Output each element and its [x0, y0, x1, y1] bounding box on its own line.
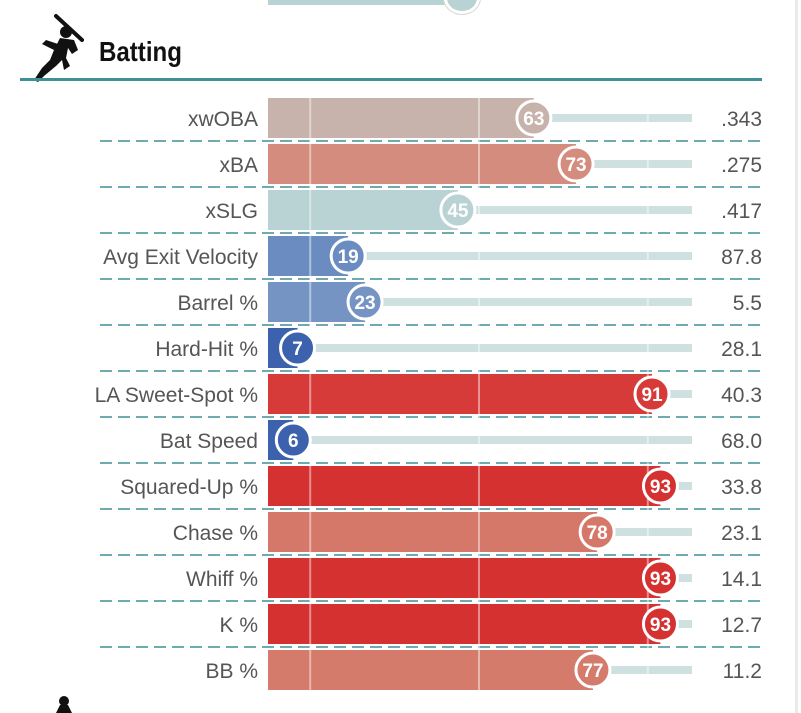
percentile-bar [268, 466, 661, 506]
percentile-bar [268, 604, 661, 644]
right-border [795, 0, 798, 713]
percentile-badge [641, 605, 679, 643]
percentile-label: 93 [650, 477, 671, 498]
category-label: LA Sweet-Spot % [95, 384, 258, 407]
chart-row: K % 12.7 [100, 604, 762, 648]
chart-row: Barrel % 5.5 [100, 282, 762, 326]
percentile-label: 93 [650, 615, 671, 636]
percentile-badge [346, 283, 384, 321]
previous-section-bar [268, 0, 458, 5]
player-silhouette-icon [56, 696, 72, 713]
percentile-label: 7 [292, 339, 303, 360]
percentile-bar [268, 374, 653, 414]
stat-value: 5.5 [733, 292, 762, 315]
percentile-bar [268, 512, 598, 552]
percentile-label: 63 [523, 109, 544, 130]
percentile-badge [274, 421, 312, 459]
category-label: Bat Speed [160, 430, 258, 453]
chart-row: xSLG .417 [100, 190, 762, 234]
category-label: Whiff % [186, 568, 258, 591]
percentile-label: 91 [641, 385, 663, 406]
stat-value: 12.7 [721, 614, 762, 637]
category-label: Barrel % [177, 292, 258, 315]
percentile-bar [268, 650, 593, 690]
percentile-track [268, 298, 692, 306]
percentile-label: 78 [587, 523, 608, 544]
percentile-badge [633, 375, 671, 413]
percentile-track [268, 436, 692, 444]
chart-row: LA Sweet-Spot % 40.3 [95, 374, 762, 418]
category-label: Hard-Hit % [155, 338, 258, 361]
chart-row: Chase % 23.1 [100, 512, 762, 556]
percentile-track [268, 252, 692, 260]
stat-value: 28.1 [721, 338, 762, 361]
percentile-label: 73 [565, 155, 586, 176]
chart-row: Bat Speed 68.0 [100, 420, 762, 464]
chart-row: xwOBA .343 [100, 98, 762, 142]
category-label: xwOBA [188, 108, 258, 131]
category-label: K % [219, 614, 258, 637]
percentile-badge [515, 99, 553, 137]
percentile-badge [574, 651, 612, 689]
category-label: Chase % [173, 522, 258, 545]
percentile-bar [268, 558, 661, 598]
stat-value: 33.8 [721, 476, 762, 499]
chart-row: xBA .275 [100, 144, 762, 188]
percentile-label: 77 [582, 661, 603, 682]
percentile-label: 93 [650, 569, 671, 590]
percentile-track [268, 206, 692, 214]
percentile-badge [578, 513, 616, 551]
stat-value: 14.1 [721, 568, 762, 591]
percentile-badge [329, 237, 367, 275]
category-label: xSLG [205, 200, 258, 223]
chart-row: Whiff % 14.1 [100, 558, 762, 602]
category-label: Avg Exit Velocity [103, 246, 258, 269]
section-title: Batting [99, 36, 182, 67]
stat-value: 23.1 [721, 522, 762, 545]
chart-row: Avg Exit Velocity 87.8 [100, 236, 762, 280]
batter-silhouette-icon [34, 14, 84, 82]
percentile-badge [641, 467, 679, 505]
chart-row: BB % 11.2 [205, 650, 762, 690]
percentile-label: 23 [354, 293, 375, 314]
stat-value: .343 [721, 108, 762, 131]
category-label: Squared-Up % [120, 476, 258, 499]
percentile-badge [557, 145, 595, 183]
category-label: xBA [219, 154, 258, 177]
chart-row: Hard-Hit % 28.1 [100, 328, 762, 372]
percentile-label: 19 [338, 247, 359, 268]
percentile-badge [439, 191, 477, 229]
stat-value: 40.3 [721, 384, 762, 407]
percentile-badge [279, 329, 317, 367]
header-rule [20, 78, 762, 81]
stat-value: 68.0 [721, 430, 762, 453]
percentile-label: 45 [447, 201, 469, 222]
percentile-badge [641, 559, 679, 597]
chart-row: Squared-Up % 33.8 [100, 466, 762, 510]
stat-value: 11.2 [723, 660, 762, 683]
percentile-bar [268, 144, 577, 184]
percentile-label: 6 [288, 431, 299, 452]
stat-value: .275 [721, 154, 762, 177]
percentile-bar [268, 98, 534, 138]
category-label: BB % [205, 660, 258, 683]
stat-value: 87.8 [721, 246, 762, 269]
stat-value: .417 [721, 200, 762, 223]
percentile-bar [268, 190, 458, 230]
percentile-track [268, 344, 692, 352]
